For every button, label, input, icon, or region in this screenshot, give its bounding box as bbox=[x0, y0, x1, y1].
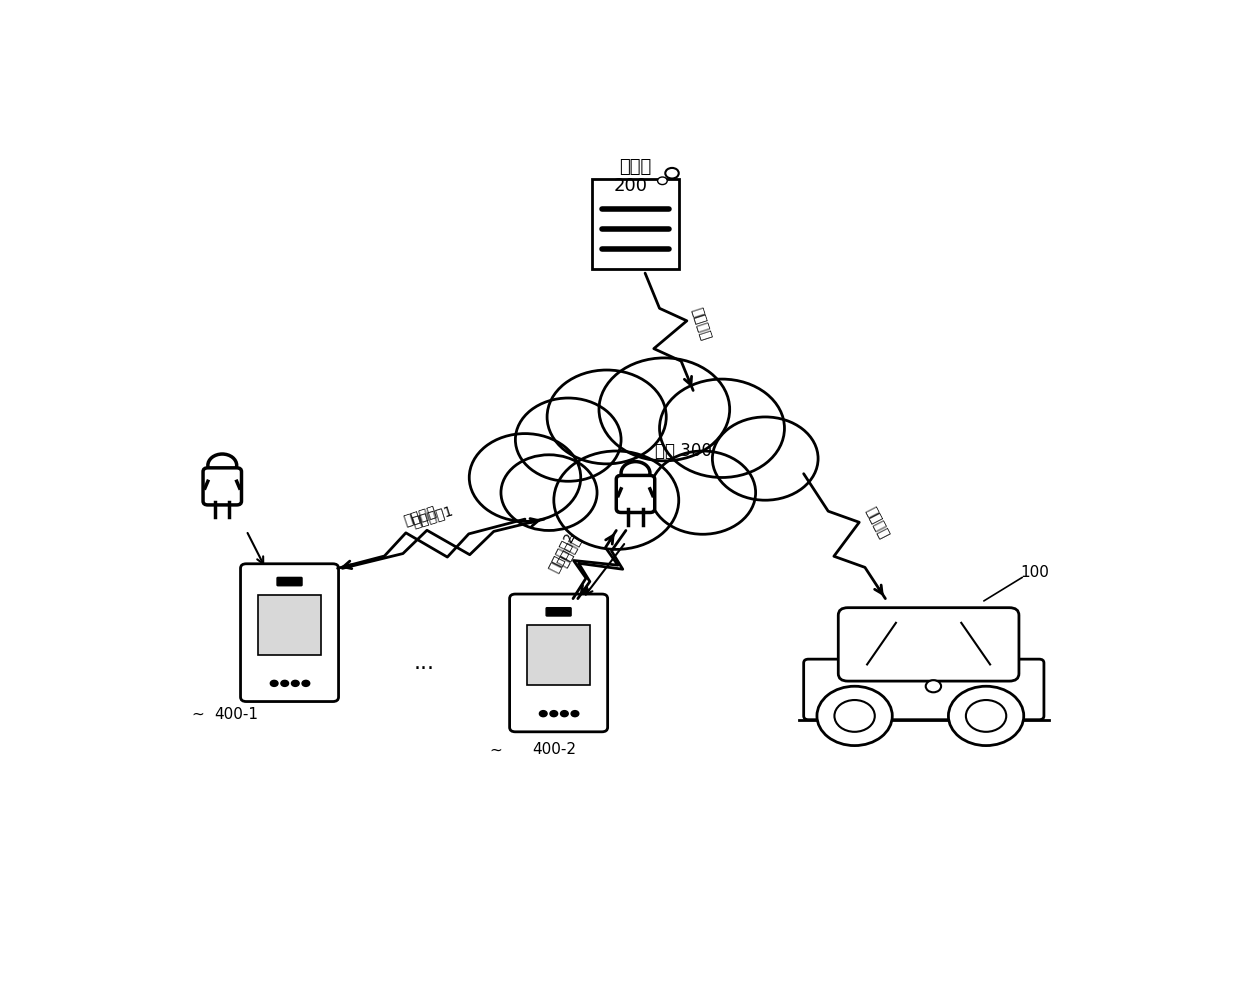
Circle shape bbox=[539, 711, 547, 717]
Circle shape bbox=[554, 451, 678, 549]
Circle shape bbox=[291, 680, 299, 686]
Text: ...: ... bbox=[414, 653, 434, 673]
Circle shape bbox=[926, 680, 941, 692]
Circle shape bbox=[469, 434, 580, 521]
Text: 合并订单: 合并订单 bbox=[863, 505, 890, 541]
Circle shape bbox=[303, 680, 310, 686]
FancyBboxPatch shape bbox=[258, 595, 321, 656]
Text: 合并订单: 合并订单 bbox=[689, 306, 713, 342]
FancyBboxPatch shape bbox=[203, 468, 242, 505]
FancyBboxPatch shape bbox=[804, 660, 1044, 720]
Circle shape bbox=[501, 455, 596, 531]
Circle shape bbox=[657, 177, 667, 185]
FancyBboxPatch shape bbox=[510, 594, 608, 731]
Text: ~: ~ bbox=[490, 742, 502, 758]
FancyBboxPatch shape bbox=[593, 179, 678, 269]
Text: 服务器: 服务器 bbox=[619, 158, 652, 176]
Circle shape bbox=[712, 417, 818, 500]
Text: 400-2: 400-2 bbox=[532, 742, 575, 758]
Circle shape bbox=[666, 168, 678, 179]
Circle shape bbox=[949, 686, 1024, 745]
Circle shape bbox=[650, 451, 755, 535]
Text: 网络 300: 网络 300 bbox=[655, 442, 712, 460]
FancyBboxPatch shape bbox=[546, 607, 572, 616]
Circle shape bbox=[551, 711, 558, 717]
Circle shape bbox=[599, 358, 729, 461]
Circle shape bbox=[817, 686, 893, 745]
Circle shape bbox=[560, 711, 568, 717]
FancyBboxPatch shape bbox=[527, 625, 590, 685]
Text: 合并订单: 合并订单 bbox=[556, 533, 584, 568]
Text: 400-1: 400-1 bbox=[215, 707, 259, 722]
Circle shape bbox=[516, 398, 621, 482]
Circle shape bbox=[547, 370, 666, 464]
Text: 合并订单: 合并订单 bbox=[402, 504, 438, 529]
Circle shape bbox=[270, 680, 278, 686]
Text: 乘车订单2: 乘车订单2 bbox=[547, 530, 578, 574]
Circle shape bbox=[572, 711, 579, 717]
Circle shape bbox=[966, 700, 1006, 731]
Circle shape bbox=[660, 379, 785, 478]
Circle shape bbox=[621, 462, 650, 485]
FancyBboxPatch shape bbox=[838, 607, 1019, 681]
FancyBboxPatch shape bbox=[616, 476, 655, 512]
Text: 200: 200 bbox=[614, 177, 647, 195]
Circle shape bbox=[281, 680, 289, 686]
Circle shape bbox=[835, 700, 874, 731]
FancyBboxPatch shape bbox=[277, 577, 303, 586]
Circle shape bbox=[208, 454, 237, 477]
Text: ~: ~ bbox=[192, 707, 205, 722]
Text: 乘车订单1: 乘车订单1 bbox=[410, 503, 455, 529]
Text: 100: 100 bbox=[1019, 564, 1049, 580]
FancyBboxPatch shape bbox=[241, 564, 339, 702]
